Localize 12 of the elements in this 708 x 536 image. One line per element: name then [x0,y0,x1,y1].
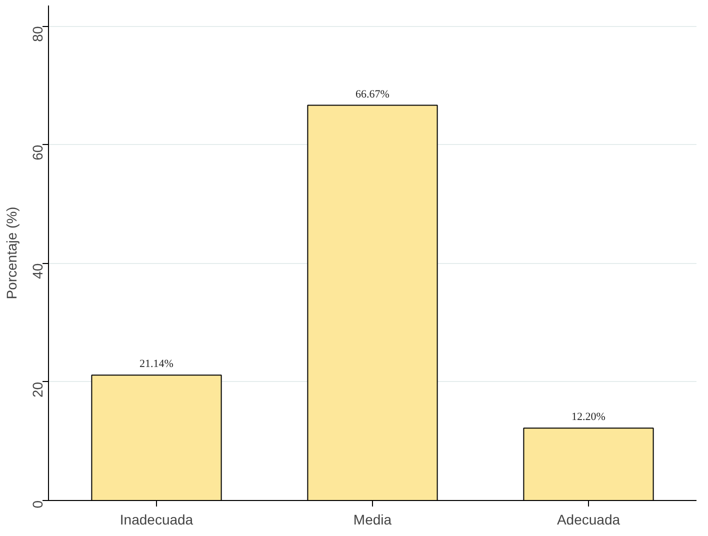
data-label: 12.20% [572,411,606,424]
x-tick-label: Adecuada [556,512,620,528]
y-tick-label: 20 [30,382,46,398]
x-tick-label: Inadecuada [120,512,194,528]
y-tick-label: 80 [30,26,46,42]
data-label: 21.14% [140,358,174,370]
y-tick-label: 60 [30,144,46,160]
y-tick-label: 0 [30,500,46,508]
x-tick-label: Media [353,512,392,528]
data-label: 66.67% [356,88,390,100]
y-tick-label: 40 [30,263,46,279]
y-axis-title: Porcentaje (%) [4,206,20,300]
